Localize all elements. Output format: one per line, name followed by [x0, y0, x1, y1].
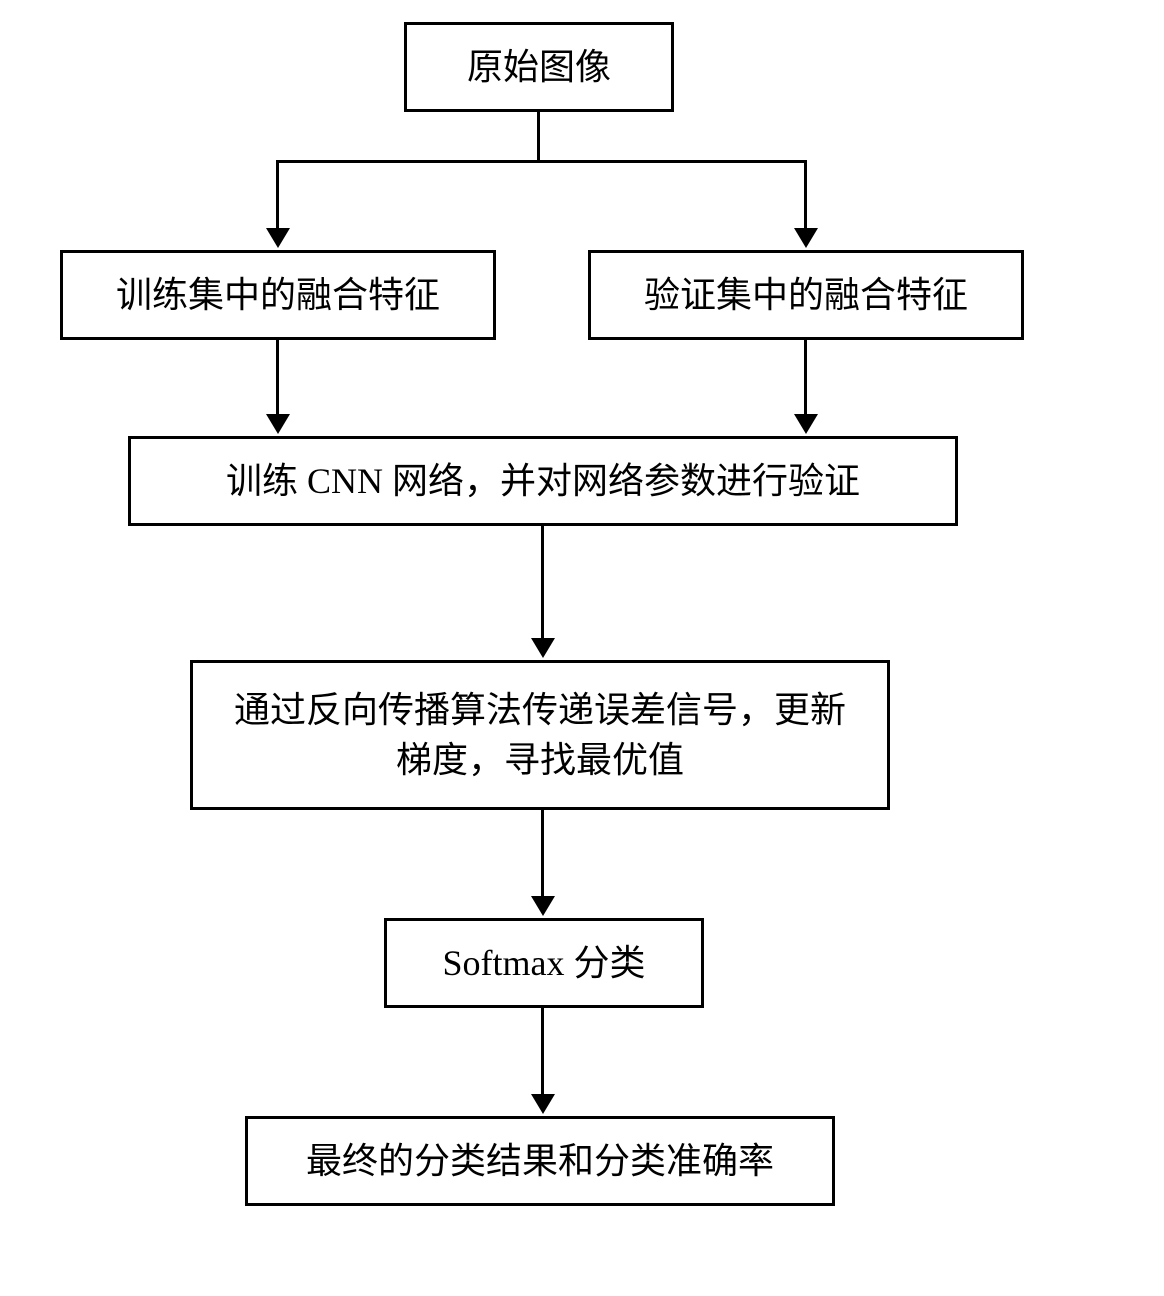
node-label: 最终的分类结果和分类准确率: [306, 1136, 774, 1186]
edge-line: [541, 526, 544, 640]
node-backprop: 通过反向传播算法传递误差信号，更新梯度，寻找最优值: [190, 660, 890, 810]
edge-line: [804, 340, 807, 416]
edge-line: [276, 340, 279, 416]
arrow-head-icon: [531, 896, 555, 916]
node-validation-fused-features: 验证集中的融合特征: [588, 250, 1024, 340]
node-label: 验证集中的融合特征: [644, 270, 968, 320]
arrow-head-icon: [266, 228, 290, 248]
node-train-cnn: 训练 CNN 网络，并对网络参数进行验证: [128, 436, 958, 526]
arrow-head-icon: [531, 638, 555, 658]
node-final-result: 最终的分类结果和分类准确率: [245, 1116, 835, 1206]
node-softmax: Softmax 分类: [384, 918, 704, 1008]
arrow-head-icon: [794, 414, 818, 434]
node-label: 训练集中的融合特征: [116, 270, 440, 320]
node-label: 训练 CNN 网络，并对网络参数进行验证: [226, 456, 860, 506]
edge-line: [541, 1008, 544, 1096]
edge-line: [804, 160, 807, 230]
arrow-head-icon: [794, 228, 818, 248]
node-original-image: 原始图像: [404, 22, 674, 112]
arrow-head-icon: [266, 414, 290, 434]
arrow-head-icon: [531, 1094, 555, 1114]
edge-line: [537, 112, 540, 162]
node-label: 原始图像: [467, 42, 611, 92]
node-training-fused-features: 训练集中的融合特征: [60, 250, 496, 340]
edge-line: [276, 160, 279, 230]
node-label: 通过反向传播算法传递误差信号，更新梯度，寻找最优值: [217, 685, 863, 786]
edge-line: [276, 160, 806, 163]
node-label: Softmax 分类: [443, 938, 646, 988]
edge-line: [541, 810, 544, 898]
